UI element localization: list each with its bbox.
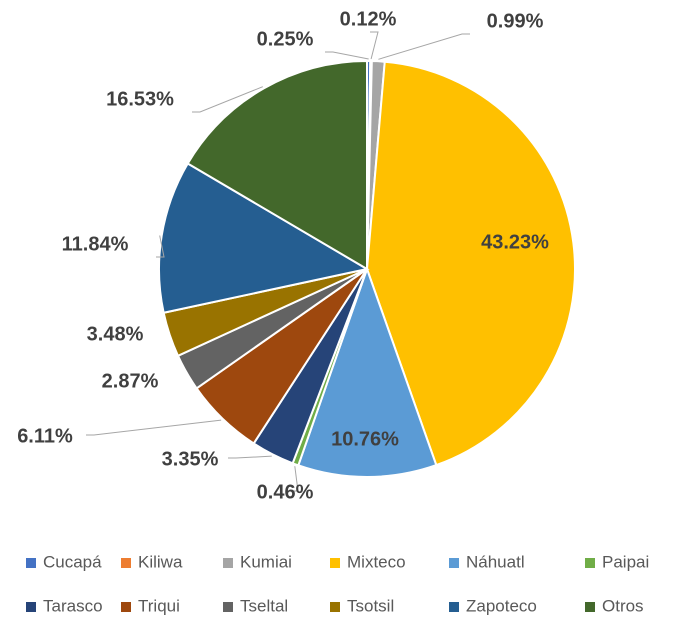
leader-line xyxy=(228,455,272,459)
legend-label: Cucapá xyxy=(43,552,102,571)
legend-label: Triqui xyxy=(138,596,180,615)
leader-line xyxy=(370,31,379,60)
data-label: 0.25% xyxy=(257,28,314,50)
legend-swatch xyxy=(26,602,36,612)
leader-line xyxy=(290,466,299,492)
leader-line xyxy=(325,51,369,60)
data-label: 6.11% xyxy=(17,425,73,447)
data-label: 43.23% xyxy=(481,231,549,253)
leader-line xyxy=(378,33,470,60)
data-label: 2.87% xyxy=(102,370,159,392)
data-label: 16.53% xyxy=(106,88,174,110)
leader-line xyxy=(156,235,165,258)
legend-swatch xyxy=(223,558,233,568)
legend-swatch xyxy=(585,602,595,612)
data-label: 11.84% xyxy=(62,233,129,255)
legend-label: Tseltal xyxy=(240,596,288,615)
legend-swatch xyxy=(26,558,36,568)
data-label: 3.35% xyxy=(162,448,219,470)
legend-label: Kumiai xyxy=(240,552,292,571)
legend-swatch xyxy=(585,558,595,568)
pie-slice xyxy=(158,162,370,314)
leader-line xyxy=(86,419,222,436)
legend-label: Tsotsil xyxy=(347,596,394,615)
legend-label: Mixteco xyxy=(347,552,406,571)
data-label: 10.76% xyxy=(331,428,399,450)
data-label: 3.48% xyxy=(87,323,144,345)
legend-swatch xyxy=(121,602,131,612)
legend-label: Paipai xyxy=(602,552,649,571)
data-label: 0.12% xyxy=(340,8,397,30)
data-label: 0.46% xyxy=(257,481,314,503)
legend-swatch xyxy=(223,602,233,612)
pie-slice xyxy=(297,265,438,478)
legend-swatch xyxy=(449,602,459,612)
data-label: 0.99% xyxy=(487,10,544,32)
legend-swatch xyxy=(121,558,131,568)
legend-label: Tarasco xyxy=(43,596,103,615)
legend-swatch xyxy=(449,558,459,568)
legend-label: Zapoteco xyxy=(466,596,537,615)
leader-line xyxy=(192,86,263,113)
legend-label: Náhuatl xyxy=(466,552,525,571)
pie-slice xyxy=(365,60,576,467)
legend-label: Kiliwa xyxy=(138,552,183,571)
pie-slice xyxy=(186,59,368,271)
legend-swatch xyxy=(330,602,340,612)
legend-label: Otros xyxy=(602,596,644,615)
legend-swatch xyxy=(330,558,340,568)
